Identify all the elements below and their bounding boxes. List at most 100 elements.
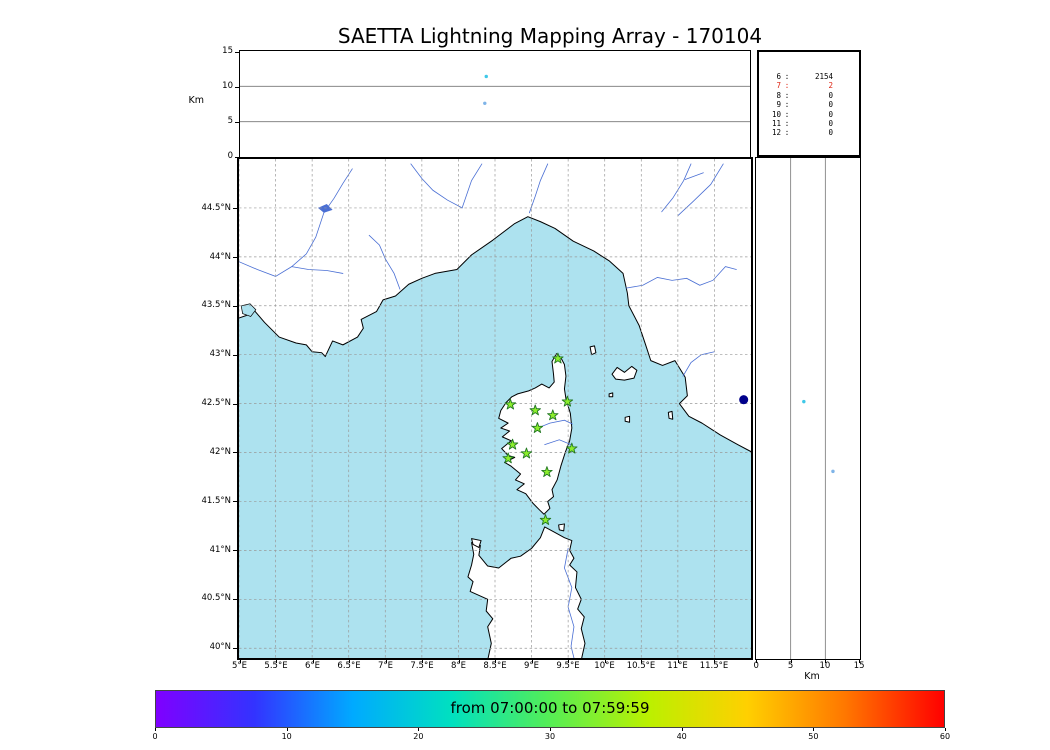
- lat-tick-label: 41.5°N: [201, 495, 231, 506]
- station-count-cell: :: [784, 90, 790, 100]
- lat-tick-label: 43°N: [209, 349, 231, 360]
- lma-station-marker: [547, 409, 559, 421]
- lat-tick-mark: [233, 501, 237, 503]
- station-count-cell: :: [784, 81, 790, 91]
- lat-tick-mark: [233, 452, 237, 454]
- time-range-label: from 07:00:00 to 07:59:59: [450, 699, 650, 717]
- lon-tick-mark: [458, 660, 460, 663]
- lon-tick-label: 10.5°E: [626, 661, 656, 671]
- lon-tick-mark: [349, 660, 350, 663]
- lat-tick-label: 40.5°N: [201, 593, 231, 604]
- lon-tick-label: 11°E: [667, 661, 688, 671]
- lon-tick-mark: [239, 660, 241, 663]
- time-colorbar: from 07:00:00 to 07:59:59: [155, 690, 945, 728]
- river: [368, 234, 401, 290]
- land-capraia: [589, 345, 597, 356]
- lon-tick-mark: [422, 660, 423, 663]
- lat-tick-mark: [233, 598, 237, 600]
- river: [323, 168, 353, 214]
- km-tick-label: 0: [753, 661, 759, 671]
- station-count-cell: 0: [828, 118, 833, 128]
- colorbar-tick-label: 60: [939, 732, 951, 741]
- colorbar-tick-mark: [155, 728, 156, 731]
- land-sardinia: [467, 526, 586, 658]
- altitude-vs-longitude-panel: [239, 50, 751, 157]
- lon-tick-mark: [677, 660, 679, 663]
- land-giglio: [667, 410, 674, 420]
- station-count-cell: 0: [828, 109, 833, 119]
- corsica-map: [239, 159, 751, 658]
- lon-tick-label: 7°E: [377, 661, 394, 671]
- colorbar-tick-label: 0: [152, 732, 158, 741]
- alt-tick-mark: [235, 86, 239, 88]
- colorbar-tick-label: 30: [544, 732, 556, 741]
- colorbar-tick-mark: [945, 728, 946, 731]
- colorbar-tick-mark: [813, 728, 815, 731]
- lat-tick-label: 41°N: [209, 544, 231, 555]
- lon-tick-label: 8°E: [450, 661, 467, 671]
- lat-tick-label: 40°N: [209, 642, 231, 653]
- lma-station-marker: [502, 452, 514, 464]
- lat-tick-label: 44°N: [209, 251, 231, 262]
- station-count-rows: 6: 2154 7: 2 8: 0 9: 0 10: 0 11: 0 12: 0: [765, 72, 859, 138]
- station-count-cell: 8: [776, 90, 781, 100]
- km-tick-mark: [859, 660, 861, 663]
- lma-station-marker: [531, 422, 544, 433]
- lma-station-marker: [520, 447, 533, 459]
- lma-station-marker: [506, 438, 519, 450]
- river: [677, 163, 724, 217]
- station-count-cell: :: [784, 128, 790, 138]
- lat-tick-label: 44.5°N: [201, 202, 231, 213]
- lat-tick-mark: [233, 208, 237, 210]
- land-elba: [611, 365, 638, 381]
- km-tick-mark: [824, 660, 826, 663]
- station-count-cell: 11: [771, 118, 781, 128]
- land-pianosa: [608, 392, 614, 398]
- vhf-source-point: [802, 399, 806, 404]
- colorbar-tick-label: 10: [281, 732, 292, 741]
- lon-tick-label: 8.5°E: [483, 661, 507, 671]
- km-tick-label: 10: [819, 661, 831, 671]
- station-count-cell: 0: [828, 128, 833, 138]
- vhf-source-point: [483, 101, 487, 106]
- river: [528, 163, 549, 214]
- land-asinara: [471, 538, 482, 548]
- km-tick-mark: [790, 660, 792, 663]
- colorbar-tick-mark: [681, 728, 683, 731]
- station-count-cell: 2: [828, 81, 833, 91]
- alt-tick-label: 5: [227, 116, 233, 126]
- station-count-row: 7: 2: [765, 81, 859, 90]
- vhf-source-point: [831, 469, 835, 474]
- colorbar-tick-mark: [550, 728, 551, 731]
- river: [461, 163, 483, 209]
- km-tick-label: 5: [787, 661, 794, 671]
- alt-tick-mark: [235, 51, 239, 53]
- river: [291, 266, 344, 274]
- lma-station-marker: [561, 395, 574, 407]
- altitude-latitude-plot: [790, 158, 835, 659]
- figure-title: SAETTA Lightning Mapping Array - 170104: [337, 24, 763, 48]
- land-maddalena: [558, 523, 565, 532]
- colorbar-tick-label: 50: [808, 732, 819, 741]
- lon-tick-mark: [312, 660, 314, 663]
- km-tick-mark: [756, 660, 758, 663]
- station-count-row: 11: 0: [765, 119, 859, 128]
- lat-tick-mark: [233, 403, 237, 405]
- lon-tick-mark: [531, 660, 533, 663]
- station-count-cell: 10: [771, 109, 781, 119]
- lat-tick-mark: [233, 354, 237, 356]
- lon-tick-label: 5°E: [231, 661, 248, 671]
- altitude-axis-label: Km: [188, 95, 204, 106]
- lat-tick-mark: [233, 305, 237, 307]
- station-count-cell: 12: [771, 128, 781, 138]
- lon-tick-mark: [604, 660, 606, 663]
- colorbar-tick-label: 40: [676, 732, 687, 741]
- lon-tick-mark: [568, 660, 569, 663]
- river: [684, 172, 704, 180]
- station-count-row: 12: 0: [765, 128, 859, 137]
- lat-tick-mark: [233, 550, 237, 552]
- lon-tick-label: 9°E: [523, 661, 540, 671]
- station-count-cell: 6: [776, 72, 781, 81]
- river: [682, 351, 715, 377]
- station-count-row: 10: 0: [765, 110, 859, 119]
